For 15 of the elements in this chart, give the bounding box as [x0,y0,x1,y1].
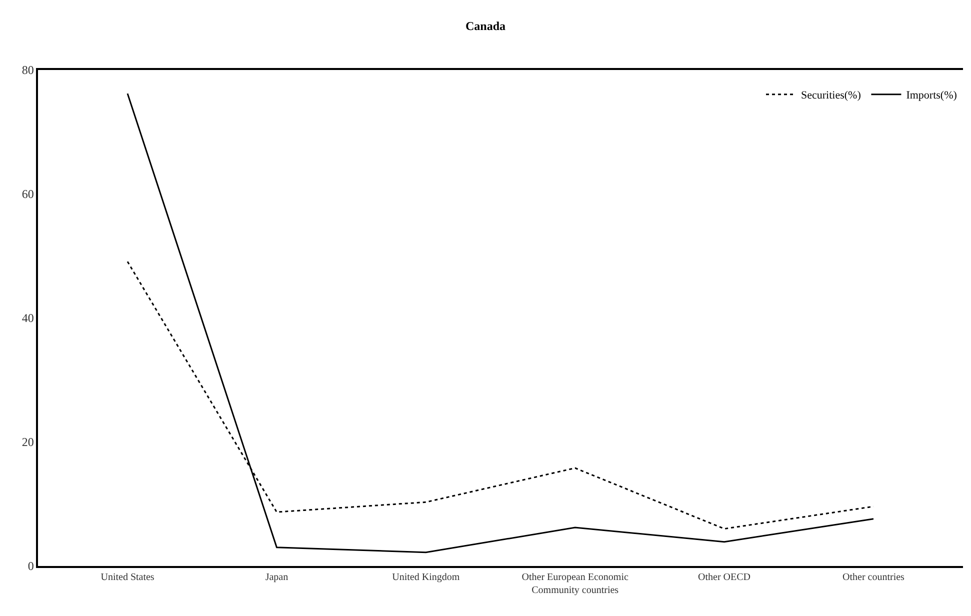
x-tick-label: Other OECD [698,572,751,583]
x-tick-label: Other European Economic Community countries [522,572,629,596]
x-tick-label: United Kingdom [392,572,460,583]
legend-label: Imports(%) [906,90,958,102]
line-series [126,92,874,554]
y-tick-label: 40 [22,311,34,326]
legend-label: Securities(%) [801,90,862,102]
x-tick-label: United States [100,572,154,583]
y-tick-label: 60 [22,187,34,202]
x-tick-label: Other countries [842,572,905,583]
x-tick-label: Japan [265,572,288,583]
y-tick-label: 80 [22,63,34,78]
y-tick-label: 0 [28,559,34,574]
chart-title: Canada [465,18,506,33]
y-tick-label: 20 [22,435,34,450]
